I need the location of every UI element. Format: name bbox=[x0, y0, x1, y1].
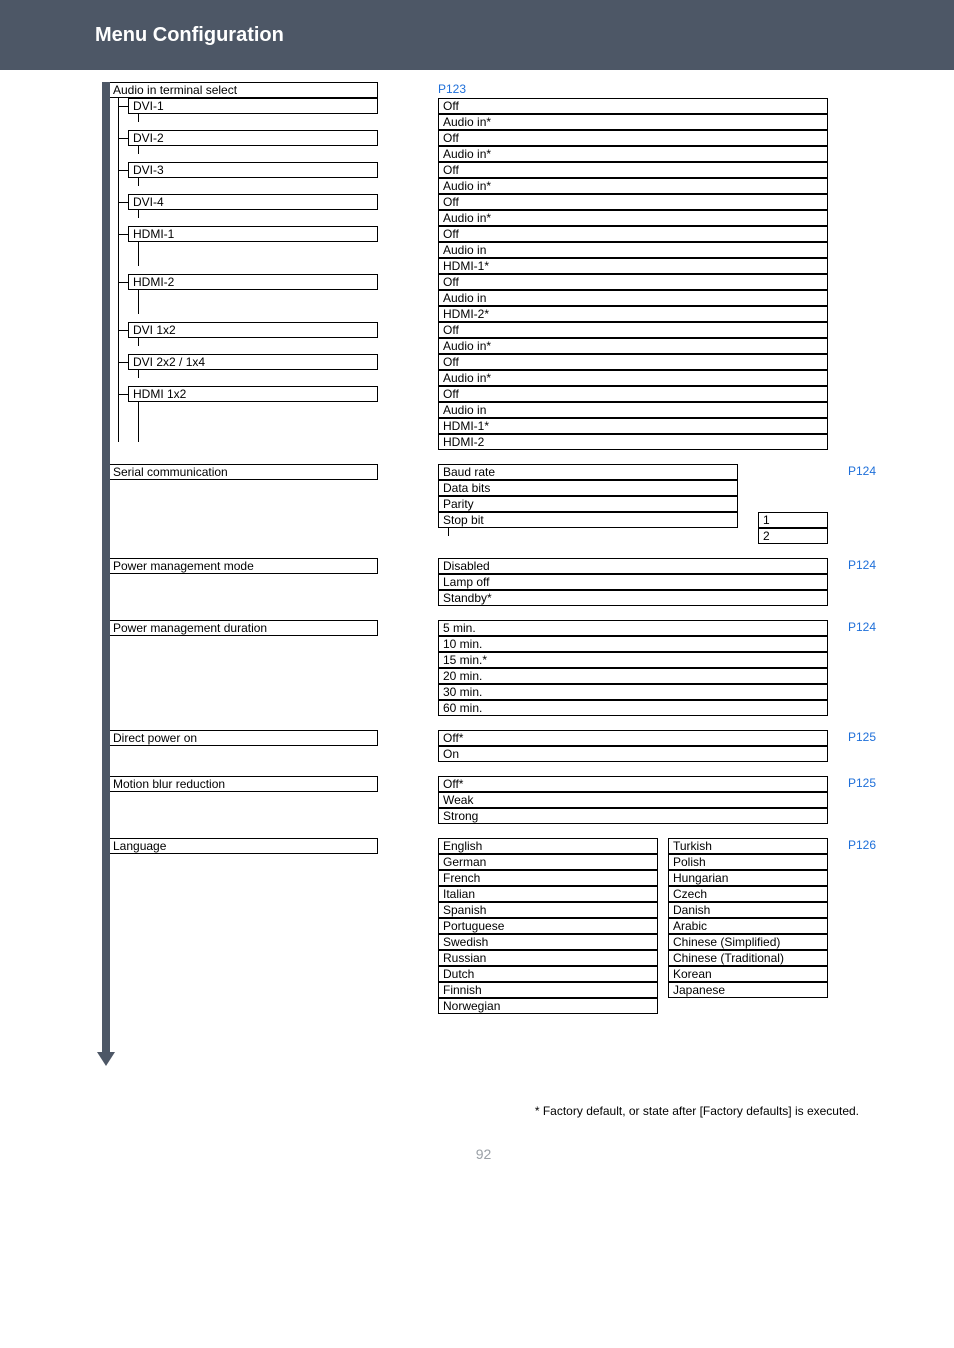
pref-dpo[interactable]: P125 bbox=[848, 730, 876, 744]
audio-opt: HDMI-1* bbox=[438, 258, 828, 274]
audio-opt: Audio in bbox=[438, 402, 828, 418]
audio-opt: Off bbox=[438, 226, 828, 242]
motion-blur-reduction: Motion blur reduction bbox=[108, 776, 378, 792]
pmm-opt: Lamp off bbox=[438, 574, 828, 590]
audio-opt: HDMI-1* bbox=[438, 418, 828, 434]
lang-opt: Czech bbox=[668, 886, 828, 902]
page-header: Menu Configuration bbox=[0, 0, 954, 70]
lang-opt: Portuguese bbox=[438, 918, 658, 934]
lang-opt: Polish bbox=[668, 854, 828, 870]
lang-opt: Danish bbox=[668, 902, 828, 918]
lang-opt: German bbox=[438, 854, 658, 870]
tree-stem bbox=[102, 82, 110, 1054]
audio-opt: Off bbox=[438, 274, 828, 290]
lang-opt: French bbox=[438, 870, 658, 886]
lang-opt: Swedish bbox=[438, 934, 658, 950]
serial-opt: Parity bbox=[438, 496, 738, 512]
audio-sub-dvi 2x2 / 1x4: DVI 2x2 / 1x4 bbox=[128, 354, 378, 370]
lang-opt: Russian bbox=[438, 950, 658, 966]
pref-mbr[interactable]: P125 bbox=[848, 776, 876, 790]
page-number: 92 bbox=[108, 1146, 859, 1162]
power-mgmt-duration: Power management duration bbox=[108, 620, 378, 636]
audio-opt: Off bbox=[438, 322, 828, 338]
lang-opt: Italian bbox=[438, 886, 658, 902]
pref-lang[interactable]: P126 bbox=[848, 838, 876, 852]
menu-tree-canvas: Audio in terminal selectP123DVI-1OffAudi… bbox=[108, 82, 859, 1074]
audio-opt: Audio in bbox=[438, 290, 828, 306]
power-mgmt-mode: Power management mode bbox=[108, 558, 378, 574]
pmm-opt: Disabled bbox=[438, 558, 828, 574]
pmd-opt: 5 min. bbox=[438, 620, 828, 636]
lang-opt: Spanish bbox=[438, 902, 658, 918]
stopbit-val: 2 bbox=[758, 528, 828, 544]
audio-sub-dvi-4: DVI-4 bbox=[128, 194, 378, 210]
pmd-opt: 60 min. bbox=[438, 700, 828, 716]
pmd-opt: 30 min. bbox=[438, 684, 828, 700]
audio-sub-hdmi 1x2: HDMI 1x2 bbox=[128, 386, 378, 402]
audio-opt: Audio in* bbox=[438, 210, 828, 226]
dpo-opt: On bbox=[438, 746, 828, 762]
audio-opt: Audio in* bbox=[438, 114, 828, 130]
lang-opt: Chinese (Traditional) bbox=[668, 950, 828, 966]
dpo-opt: Off* bbox=[438, 730, 828, 746]
lang-opt: Norwegian bbox=[438, 998, 658, 1014]
lang-opt: Korean bbox=[668, 966, 828, 982]
footnote-text: * Factory default, or state after [Facto… bbox=[108, 1104, 859, 1118]
audio-sub-hdmi-2: HDMI-2 bbox=[128, 274, 378, 290]
page-title: Menu Configuration bbox=[95, 24, 284, 47]
direct-power-on: Direct power on bbox=[108, 730, 378, 746]
audio-opt: HDMI-2 bbox=[438, 434, 828, 450]
pmm-opt: Standby* bbox=[438, 590, 828, 606]
audio-sub-dvi-3: DVI-3 bbox=[128, 162, 378, 178]
pmd-opt: 10 min. bbox=[438, 636, 828, 652]
audio-terminal-select: Audio in terminal select bbox=[108, 82, 378, 98]
pmd-opt: 20 min. bbox=[438, 668, 828, 684]
audio-opt: Off bbox=[438, 98, 828, 114]
serial-opt: Data bits bbox=[438, 480, 738, 496]
lang-opt: Finnish bbox=[438, 982, 658, 998]
stopbit-val: 1 bbox=[758, 512, 828, 528]
audio-opt: Off bbox=[438, 130, 828, 146]
audio-sub-dvi-1: DVI-1 bbox=[128, 98, 378, 114]
pref-audio[interactable]: P123 bbox=[438, 82, 466, 96]
pref-pmd[interactable]: P124 bbox=[848, 620, 876, 634]
audio-opt: Off bbox=[438, 386, 828, 402]
pref-serial[interactable]: P124 bbox=[848, 464, 876, 478]
audio-opt: Audio in* bbox=[438, 146, 828, 162]
lang-opt: Turkish bbox=[668, 838, 828, 854]
lang-opt: Dutch bbox=[438, 966, 658, 982]
audio-opt: Off bbox=[438, 354, 828, 370]
audio-opt: Audio in bbox=[438, 242, 828, 258]
audio-opt: Audio in* bbox=[438, 370, 828, 386]
language: Language bbox=[108, 838, 378, 854]
pref-pmm[interactable]: P124 bbox=[848, 558, 876, 572]
lang-opt: Japanese bbox=[668, 982, 828, 998]
audio-opt: Off bbox=[438, 194, 828, 210]
mbr-opt: Weak bbox=[438, 792, 828, 808]
serial-opt: Stop bit bbox=[438, 512, 738, 528]
lang-opt: Arabic bbox=[668, 918, 828, 934]
mbr-opt: Off* bbox=[438, 776, 828, 792]
serial-opt: Baud rate bbox=[438, 464, 738, 480]
audio-opt: Off bbox=[438, 162, 828, 178]
audio-opt: Audio in* bbox=[438, 338, 828, 354]
serial-communication: Serial communication bbox=[108, 464, 378, 480]
mbr-opt: Strong bbox=[438, 808, 828, 824]
lang-opt: English bbox=[438, 838, 658, 854]
audio-sub-dvi 1x2: DVI 1x2 bbox=[128, 322, 378, 338]
lang-opt: Hungarian bbox=[668, 870, 828, 886]
pmd-opt: 15 min.* bbox=[438, 652, 828, 668]
lang-opt: Chinese (Simplified) bbox=[668, 934, 828, 950]
audio-sub-hdmi-1: HDMI-1 bbox=[128, 226, 378, 242]
audio-opt: HDMI-2* bbox=[438, 306, 828, 322]
audio-sub-dvi-2: DVI-2 bbox=[128, 130, 378, 146]
continuation-arrow-icon bbox=[97, 1052, 115, 1066]
audio-opt: Audio in* bbox=[438, 178, 828, 194]
